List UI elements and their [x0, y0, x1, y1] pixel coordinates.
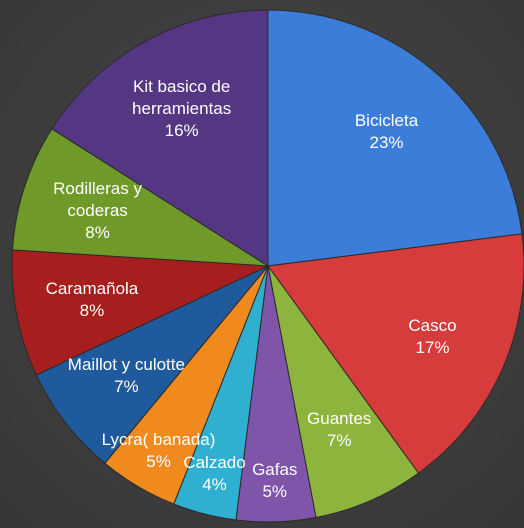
slice-label: Lycra( banada) 5% — [84, 429, 234, 473]
value-label: 5% — [146, 452, 171, 472]
pie-slice — [267, 9, 523, 267]
pie-slice — [11, 128, 269, 267]
value-label: 8% — [79, 300, 105, 320]
pie-slice — [11, 249, 269, 376]
category-label: Lycra( banada) — [101, 430, 216, 450]
value-label: 5% — [262, 481, 288, 501]
value-label: 23% — [369, 132, 404, 152]
slice-label: Casco 17% — [357, 315, 507, 359]
value-label: 7% — [326, 431, 352, 451]
category-label: Guantes — [307, 409, 372, 429]
value-label: 17% — [415, 338, 450, 358]
value-label: 16% — [164, 120, 199, 140]
category-label: Kit basico de herramientas — [132, 76, 232, 118]
category-label: Caramañola — [45, 278, 139, 298]
value-label: 7% — [114, 376, 139, 396]
slice-label: Bicicleta 23% — [312, 110, 462, 154]
slice-label: Gafas 5% — [200, 459, 350, 503]
pie-slice — [267, 265, 420, 519]
category-label: Calzado — [183, 453, 246, 473]
pie-slice — [35, 265, 269, 464]
category-label: Rodilleras y coderas — [53, 178, 142, 220]
category-label: Casco — [408, 316, 457, 336]
value-label: 4% — [202, 475, 227, 495]
slice-label: Maillot y culotte 7% — [51, 354, 201, 398]
pie-slice — [51, 9, 269, 267]
slice-label: Rodilleras y coderas 8% — [23, 178, 173, 244]
value-label: 8% — [85, 222, 110, 242]
category-label: Maillot y culotte — [67, 354, 185, 374]
slice-label: Caramañola 8% — [17, 278, 167, 322]
slice-label: Calzado 4% — [140, 452, 290, 496]
category-label: Bicicleta — [354, 110, 419, 130]
category-label: Gafas — [252, 459, 298, 479]
slice-label: Guantes 7% — [264, 408, 414, 452]
slice-label: Kit basico de herramientas 16% — [107, 76, 257, 142]
